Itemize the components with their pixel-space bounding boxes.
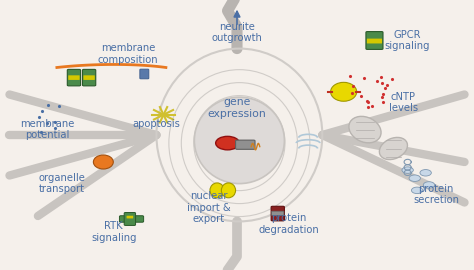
Text: membrane
potential: membrane potential [20,119,74,140]
Ellipse shape [330,82,356,101]
Ellipse shape [194,97,284,184]
Ellipse shape [349,116,381,143]
FancyBboxPatch shape [127,216,133,218]
Text: neurite
outgrowth: neurite outgrowth [211,22,263,43]
FancyBboxPatch shape [67,69,81,86]
FancyBboxPatch shape [272,211,284,215]
FancyBboxPatch shape [140,69,149,79]
Circle shape [402,167,413,173]
Text: nuclear
import &
export: nuclear import & export [187,191,230,224]
FancyBboxPatch shape [68,75,80,80]
Text: protein
degradation: protein degradation [259,213,319,235]
Circle shape [420,170,431,176]
FancyBboxPatch shape [367,39,382,43]
FancyBboxPatch shape [124,212,136,225]
Ellipse shape [210,183,224,198]
Circle shape [216,136,239,150]
Text: GPCR
signaling: GPCR signaling [385,30,430,51]
Ellipse shape [93,155,113,169]
Text: membrane
composition: membrane composition [98,43,158,65]
FancyBboxPatch shape [236,140,255,149]
Text: protein
secretion: protein secretion [413,184,459,205]
Circle shape [423,182,435,188]
FancyBboxPatch shape [366,32,383,49]
Ellipse shape [221,183,236,198]
FancyBboxPatch shape [82,69,96,86]
Text: apoptosis: apoptosis [132,119,181,129]
Text: cNTP
levels: cNTP levels [389,92,418,113]
Text: RTK
signaling: RTK signaling [91,221,137,243]
Text: organelle
transport: organelle transport [38,173,85,194]
FancyBboxPatch shape [119,216,144,222]
Circle shape [411,187,423,194]
FancyBboxPatch shape [271,206,284,221]
Circle shape [409,175,420,181]
Ellipse shape [379,137,408,160]
FancyBboxPatch shape [83,75,95,80]
Text: gene
expression: gene expression [208,97,266,119]
